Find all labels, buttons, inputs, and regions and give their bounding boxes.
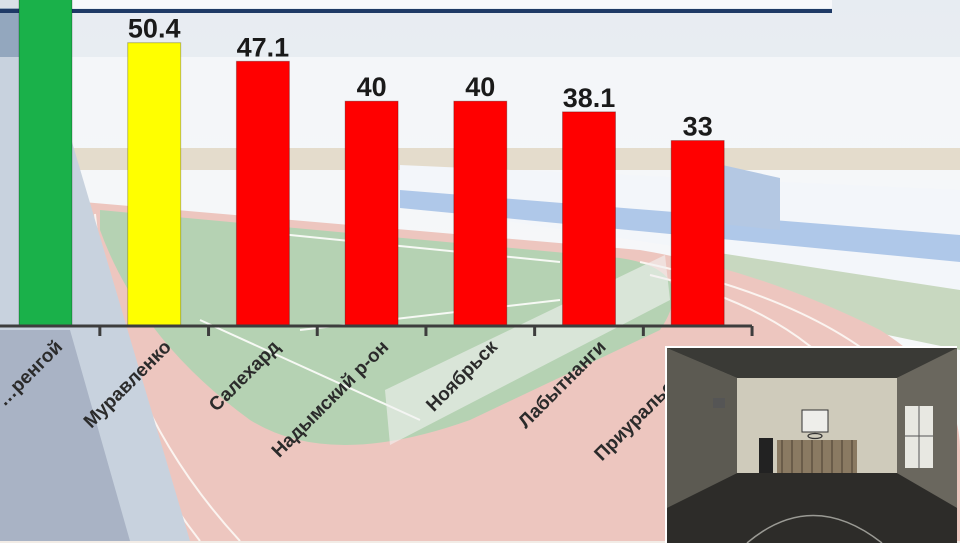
value-label-7: 33 bbox=[683, 112, 713, 142]
category-label-2: Муравленко bbox=[80, 337, 176, 433]
bar-5 bbox=[453, 100, 508, 327]
value-label-4: 40 bbox=[357, 72, 387, 102]
category-label-6: Лабытнанги bbox=[515, 337, 611, 433]
category-label-4: Надымский р-он bbox=[268, 337, 393, 462]
value-label-2: 50.4 bbox=[128, 14, 181, 44]
category-label-3: Салехард bbox=[205, 337, 284, 416]
top-accent-line bbox=[0, 9, 832, 13]
value-label-5: 40 bbox=[465, 72, 495, 102]
bar-3 bbox=[235, 60, 290, 327]
category-label-1: …ренгой bbox=[0, 337, 67, 411]
bar-6 bbox=[562, 111, 616, 327]
bar-4 bbox=[344, 100, 399, 327]
bar-2 bbox=[127, 42, 182, 327]
value-label-3: 47.1 bbox=[237, 32, 290, 62]
bar-7 bbox=[670, 140, 725, 327]
x-axis-ticks bbox=[98, 326, 754, 336]
bars bbox=[18, 0, 725, 327]
category-label-5: Ноябрьск bbox=[422, 336, 502, 416]
value-label-6: 38.1 bbox=[563, 83, 616, 113]
bar-1 bbox=[18, 0, 73, 327]
value-labels: 50.4 47.1 40 40 38.1 33 bbox=[128, 14, 713, 142]
gym-photo bbox=[665, 346, 957, 543]
